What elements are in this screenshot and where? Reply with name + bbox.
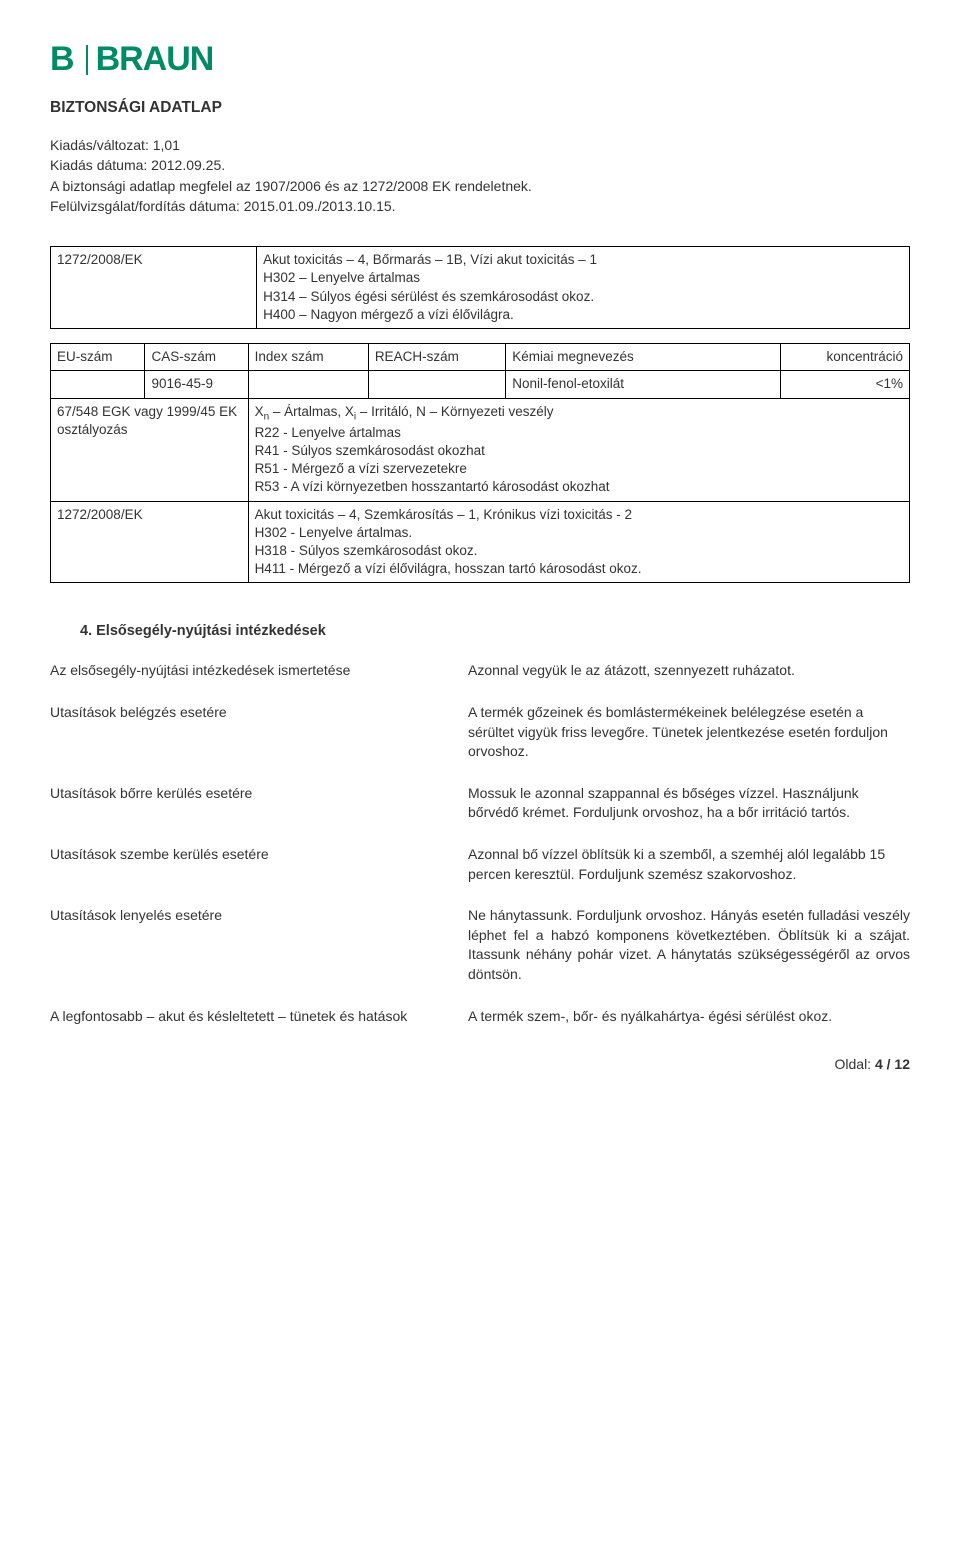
t2r2-r1: Xn – Ártalmas, Xi – Irritáló, N – Környe… <box>255 403 903 424</box>
firstaid-row-2: Utasítások bőrre kerülés esetére Mossuk … <box>50 784 910 823</box>
firstaid-label: Az elsősegély-nyújtási intézkedések isme… <box>50 661 468 681</box>
firstaid-row-4: Utasítások lenyelés esetére Ne hánytassu… <box>50 906 910 984</box>
hazard-table-1: 1272/2008/EK Akut toxicitás – 4, Bőrmará… <box>50 246 910 329</box>
t2r1-c1 <box>51 371 145 398</box>
t2r1-c2: 9016-45-9 <box>145 371 248 398</box>
t2h-c4: REACH-szám <box>368 344 505 371</box>
t2h-c2: CAS-szám <box>145 344 248 371</box>
firstaid-text: Mossuk le azonnal szappannal és bőséges … <box>468 784 910 823</box>
t2r2-r3: R41 - Súlyos szemkárosodást okozhat <box>255 442 903 460</box>
firstaid-text: Azonnal bő vízzel öblítsük ki a szemből,… <box>468 845 910 884</box>
logo-brand: BRAUN <box>96 40 214 79</box>
firstaid-text: Ne hánytassunk. Forduljunk orvoshoz. Hán… <box>468 906 910 984</box>
t2h-c3: Index szám <box>248 344 368 371</box>
firstaid-label: Utasítások bőrre kerülés esetére <box>50 784 468 823</box>
t2r3-left: 1272/2008/EK <box>51 501 249 583</box>
header-line-3: A biztonsági adatlap megfelel az 1907/20… <box>50 176 910 196</box>
brand-logo: B BRAUN <box>50 40 910 79</box>
page-footer: Oldal: 4 / 12 <box>50 1056 910 1072</box>
t2r1-c5: Nonil-fenol-etoxilát <box>506 371 781 398</box>
t2r1-c6: <1% <box>781 371 910 398</box>
firstaid-label: Utasítások lenyelés esetére <box>50 906 468 984</box>
header-info: Kiadás/változat: 1,01 Kiadás dátuma: 201… <box>50 135 910 216</box>
firstaid-label: Utasítások belégzés esetére <box>50 703 468 762</box>
t1-r1: Akut toxicitás – 4, Bőrmarás – 1B, Vízi … <box>263 251 903 269</box>
t2r2-r5: R53 - A vízi környezetben hosszantartó k… <box>255 478 903 496</box>
t2r1-c3 <box>248 371 368 398</box>
firstaid-text: A termék gőzeinek és bomlástermékeinek b… <box>468 703 910 762</box>
firstaid-row-5: A legfontosabb – akut és késleltetett – … <box>50 1007 910 1027</box>
t2r3-r3: H318 - Súlyos szemkárosodást okoz. <box>255 542 903 560</box>
t2r3-r4: H411 - Mérgező a vízi élővilágra, hossza… <box>255 560 903 578</box>
hazard-table-2: EU-szám CAS-szám Index szám REACH-szám K… <box>50 343 910 583</box>
firstaid-row-1: Utasítások belégzés esetére A termék gőz… <box>50 703 910 762</box>
t1-r3: H314 – Súlyos égési sérülést és szemkáro… <box>263 288 903 306</box>
document-title: BIZTONSÁGI ADATLAP <box>50 99 910 117</box>
header-line-4: Felülvizsgálat/fordítás dátuma: 2015.01.… <box>50 196 910 216</box>
header-line-2: Kiadás dátuma: 2012.09.25. <box>50 155 910 175</box>
t1-r2: H302 – Lenyelve ártalmas <box>263 269 903 287</box>
t2h-c1: EU-szám <box>51 344 145 371</box>
logo-separator <box>86 45 88 75</box>
header-line-1: Kiadás/változat: 1,01 <box>50 135 910 155</box>
t2r2-r2: R22 - Lenyelve ártalmas <box>255 424 903 442</box>
t1-left: 1272/2008/EK <box>51 247 257 329</box>
t2r2-left: 67/548 EGK vagy 1999/45 EK osztályozás <box>51 398 249 501</box>
t2r1-c4 <box>368 371 505 398</box>
t1-r4: H400 – Nagyon mérgező a vízi élővilágra. <box>263 306 903 324</box>
t2h-c5: Kémiai megnevezés <box>506 344 781 371</box>
firstaid-row-0: Az elsősegély-nyújtási intézkedések isme… <box>50 661 910 681</box>
t2r2-r4: R51 - Mérgező a vízi szervezetekre <box>255 460 903 478</box>
logo-b: B <box>50 40 74 79</box>
t2h-c6: koncentráció <box>781 344 910 371</box>
firstaid-text: Azonnal vegyük le az átázott, szennyezet… <box>468 661 910 681</box>
footer-label: Oldal: <box>835 1056 875 1072</box>
firstaid-text: A termék szem-, bőr- és nyálkahártya- ég… <box>468 1007 910 1027</box>
t2r3-r2: H302 - Lenyelve ártalmas. <box>255 524 903 542</box>
t2r3-r1: Akut toxicitás – 4, Szemkárosítás – 1, K… <box>255 506 903 524</box>
firstaid-row-3: Utasítások szembe kerülés esetére Azonna… <box>50 845 910 884</box>
t2r3-right: Akut toxicitás – 4, Szemkárosítás – 1, K… <box>248 501 909 583</box>
t1-right: Akut toxicitás – 4, Bőrmarás – 1B, Vízi … <box>257 247 910 329</box>
section-4-heading: 4. Elsősegély-nyújtási intézkedések <box>80 623 910 639</box>
footer-page: 4 / 12 <box>875 1056 910 1072</box>
t2r2-right: Xn – Ártalmas, Xi – Irritáló, N – Környe… <box>248 398 909 501</box>
firstaid-label: A legfontosabb – akut és késleltetett – … <box>50 1007 468 1027</box>
firstaid-label: Utasítások szembe kerülés esetére <box>50 845 468 884</box>
